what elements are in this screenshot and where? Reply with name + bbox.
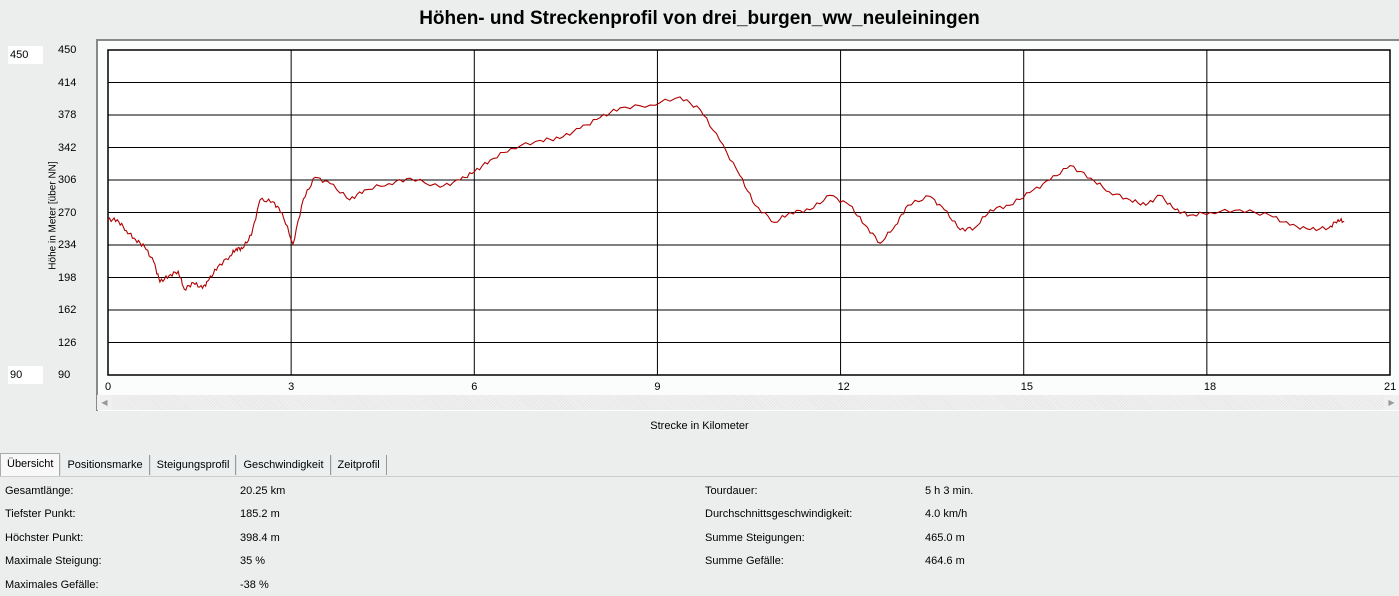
stat-value: -38 % [240, 578, 269, 591]
stat-value: 464.6 m [925, 555, 965, 568]
stat-value: 185.2 m [240, 508, 280, 521]
y-tick-label: 198 [58, 271, 77, 284]
y-tick-label: 234 [58, 239, 77, 251]
stat-label: Maximales Gefälle: [5, 578, 99, 591]
x-tick-label: 6 [471, 381, 477, 393]
stat-label: Tiefster Punkt: [5, 508, 76, 521]
stat-value: 4.0 km/h [925, 508, 968, 521]
y-tick-label: 270 [58, 206, 77, 219]
stat-value: 35 % [240, 555, 266, 568]
scroll-right-button[interactable]: ▶ [1384, 395, 1399, 410]
stat-label: Maximale Steigung: [5, 555, 102, 568]
tab-zeitprofil[interactable]: Zeitprofil [330, 455, 387, 475]
y-tick-label: 342 [58, 141, 77, 154]
y-min-input[interactable]: 90 [8, 366, 43, 384]
y-tick-label: 378 [58, 109, 77, 121]
chart-panel: 0 3 6 9 12 15 18 21 [96, 39, 1399, 411]
y-tick-label: 90 [58, 369, 71, 381]
y-tick-label: 306 [58, 174, 77, 186]
x-tick-label: 9 [654, 381, 660, 393]
x-tick-label: 18 [1204, 381, 1216, 393]
stat-value: 5 h 3 min. [925, 485, 974, 497]
chart-title: Höhen- und Streckenprofil von drei_burge… [419, 8, 980, 29]
elevation-chart: 0 3 6 9 12 15 18 21 [105, 49, 1396, 393]
stat-label: Summe Gefälle: [705, 555, 784, 568]
x-tick-label: 21 [1384, 381, 1396, 393]
tab-geschwindigkeit[interactable]: Geschwindigkeit [236, 455, 331, 475]
y-tick-label: 162 [58, 304, 77, 316]
x-tick-label: 12 [838, 381, 850, 393]
y-axis-label: Höhe in Meter [über NN] [47, 161, 59, 270]
tab-bar: Übersicht Positionsmarke Steigungsprofil Ge… [0, 453, 1399, 477]
x-tick-label: 3 [288, 381, 294, 393]
y-tick-label: 450 [58, 44, 77, 56]
stat-value: 20.25 km [240, 485, 286, 497]
stat-value: 398.4 m [240, 531, 280, 544]
y-tick-label: 414 [58, 76, 77, 89]
stat-label: Durchschnittsgeschwindigkeit: [705, 508, 853, 521]
stat-label: Höchster Punkt: [5, 531, 84, 544]
stat-value: 465.0 m [925, 531, 965, 544]
tab-positionsmarke[interactable]: Positionsmarke [60, 455, 150, 475]
scroll-left-button[interactable]: ◀ [97, 395, 112, 410]
y-max-input[interactable]: 450 [8, 46, 43, 64]
horizontal-scrollbar[interactable]: ◀ ▶ [97, 395, 1399, 410]
x-axis-label: Strecke in Kilometer [650, 420, 749, 432]
elevation-line [107, 96, 1345, 291]
y-tick-label: 126 [58, 336, 77, 349]
x-tick-label: 0 [105, 381, 111, 393]
tab-steigungsprofil[interactable]: Steigungsprofil [149, 455, 237, 475]
stat-label: Gesamtlänge: [5, 485, 74, 497]
stat-label: Summe Steigungen: [705, 531, 805, 544]
x-tick-label: 15 [1021, 381, 1033, 393]
tab-uebersicht[interactable]: Übersicht [0, 453, 61, 476]
stat-label: Tourdauer: [705, 485, 758, 497]
